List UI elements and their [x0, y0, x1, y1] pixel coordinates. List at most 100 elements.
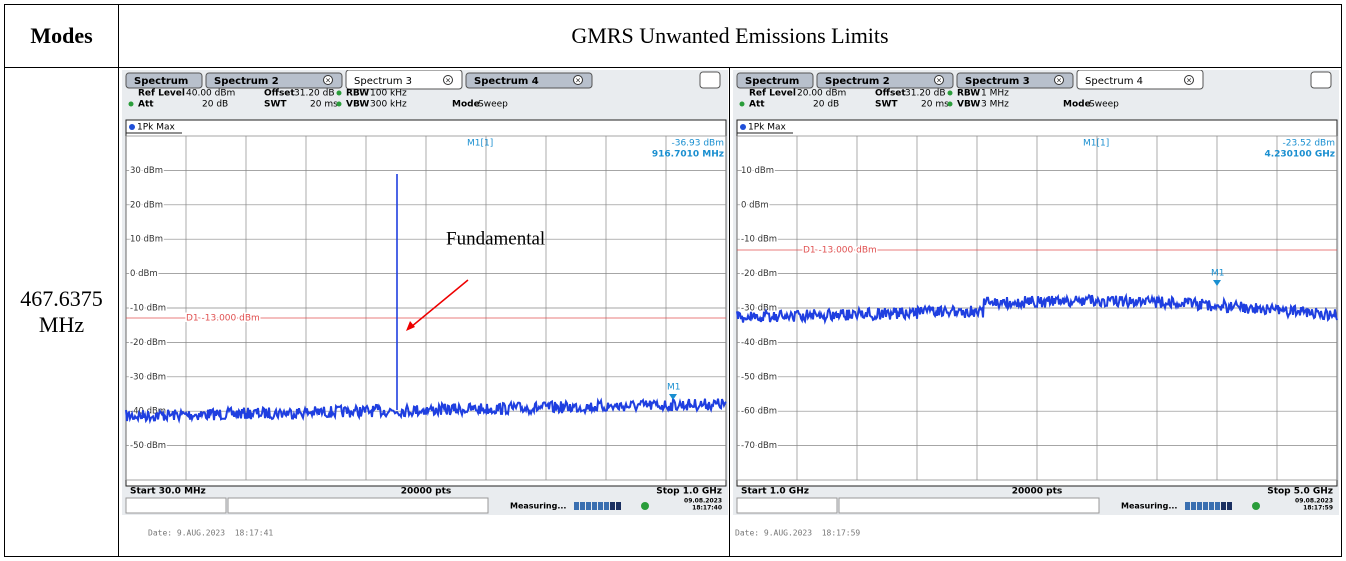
marker-label: M1 — [1211, 269, 1225, 279]
setting: Sweep — [1089, 100, 1119, 110]
setting: 40.00 dBm — [186, 89, 235, 99]
y-label: 10 dBm — [130, 235, 163, 245]
status-box — [125, 497, 227, 514]
tab-close — [1184, 75, 1194, 85]
progress — [598, 502, 603, 510]
dot — [739, 101, 745, 107]
tab — [736, 72, 814, 89]
status-box — [838, 497, 1100, 514]
setting: 20 dB — [813, 100, 839, 110]
mode-cell: 467.6375 MHz — [4, 67, 119, 557]
device-date: 09.08.2023 — [1295, 498, 1333, 505]
tab-close-x: × — [325, 77, 331, 85]
start: Start 1.0 GHz — [741, 487, 809, 497]
progress — [592, 502, 597, 510]
stop: Stop 1.0 GHz — [656, 487, 722, 497]
status: Measuring... — [510, 502, 566, 511]
setting: Ref Level — [749, 89, 796, 99]
setting: VBW — [346, 100, 369, 110]
dot — [947, 90, 953, 96]
marker-name: M1[1] — [1083, 139, 1109, 149]
title-header: GMRS Unwanted Emissions Limits — [118, 4, 1342, 68]
stop: Stop 5.0 GHz — [1267, 487, 1333, 497]
tab-label: Spectrum 3 — [965, 76, 1030, 87]
y-label: -50 dBm — [130, 441, 166, 451]
y-label: -30 dBm — [741, 304, 777, 314]
tab — [125, 72, 203, 89]
marker-freq: 916.7010 MHz — [652, 150, 724, 160]
progress — [1227, 502, 1232, 510]
setting: 20 ms — [310, 100, 338, 110]
marker — [669, 394, 677, 400]
trace — [736, 292, 1338, 325]
setting: Att — [749, 100, 765, 110]
y-label: 20 dBm — [130, 200, 163, 210]
marker-name: M1[1] — [467, 139, 493, 149]
arrow-head — [406, 321, 415, 331]
setting: 20.00 dBm — [797, 89, 846, 99]
status: Measuring... — [1121, 502, 1177, 511]
points: 20000 pts — [401, 487, 452, 497]
icon — [1252, 502, 1260, 510]
setting: 1 MHz — [981, 89, 1009, 99]
y-label: -10 dBm — [741, 235, 777, 245]
progress — [616, 502, 621, 510]
progress — [604, 502, 609, 510]
tab-label: Spectrum — [745, 76, 799, 87]
start: Start 30.0 MHz — [130, 487, 206, 497]
marker — [1213, 280, 1221, 286]
tab-label: Spectrum 2 — [825, 76, 890, 87]
tab-close — [1054, 75, 1064, 85]
setting: 3 MHz — [981, 100, 1009, 110]
status-box — [227, 497, 489, 514]
status-box — [736, 497, 838, 514]
setting: 300 kHz — [370, 100, 407, 110]
tab — [816, 72, 954, 89]
progress — [1203, 502, 1208, 510]
tab-label: Spectrum — [134, 76, 188, 87]
y-label: -20 dBm — [741, 269, 777, 279]
tab-close-x: × — [1186, 77, 1192, 85]
date: Date: 9.AUG.2023 18:17:41 — [148, 529, 273, 538]
trace — [125, 397, 727, 425]
y-label: 30 dBm — [130, 166, 163, 176]
setting: 20 ms — [921, 100, 949, 110]
y-label: -70 dBm — [741, 441, 777, 451]
tab-close — [443, 75, 453, 85]
progress — [1191, 502, 1196, 510]
device-time: 18:17:40 — [692, 505, 722, 512]
progress — [610, 502, 615, 510]
marker-freq: 4.230100 GHz — [1264, 150, 1335, 160]
dot — [947, 101, 953, 107]
setting: VBW — [957, 100, 980, 110]
progress — [1197, 502, 1202, 510]
arrow — [410, 279, 469, 328]
tab — [1076, 70, 1204, 90]
tab — [465, 72, 593, 89]
display-line-label: D1 -13.000 dBm — [803, 246, 877, 256]
trace-label: 1Pk Max — [748, 123, 787, 133]
setting: Ref Level — [138, 89, 185, 99]
marker-level: -23.52 dBm — [1282, 139, 1335, 149]
progress — [574, 502, 579, 510]
tab-close-x: × — [575, 77, 581, 85]
trace-dot — [129, 124, 135, 130]
dot — [336, 90, 342, 96]
progress — [580, 502, 585, 510]
icon — [641, 502, 649, 510]
marker-level: -36.93 dBm — [671, 139, 724, 149]
divider — [729, 67, 730, 557]
progress — [1221, 502, 1226, 510]
tab-close-x: × — [936, 77, 942, 85]
setting: SWT — [875, 100, 898, 110]
setting: 20 dB — [202, 100, 228, 110]
trace-label: 1Pk Max — [137, 123, 176, 133]
y-label: 0 dBm — [741, 200, 769, 210]
setting: Sweep — [478, 100, 508, 110]
y-label: -40 dBm — [741, 338, 777, 348]
y-label: -60 dBm — [741, 407, 777, 417]
spectrum-screen: Spectrum Spectrum 2 × Spectrum 3 × Spectrum 4… — [122, 70, 728, 538]
tab-close — [573, 75, 583, 85]
progress — [1185, 502, 1190, 510]
